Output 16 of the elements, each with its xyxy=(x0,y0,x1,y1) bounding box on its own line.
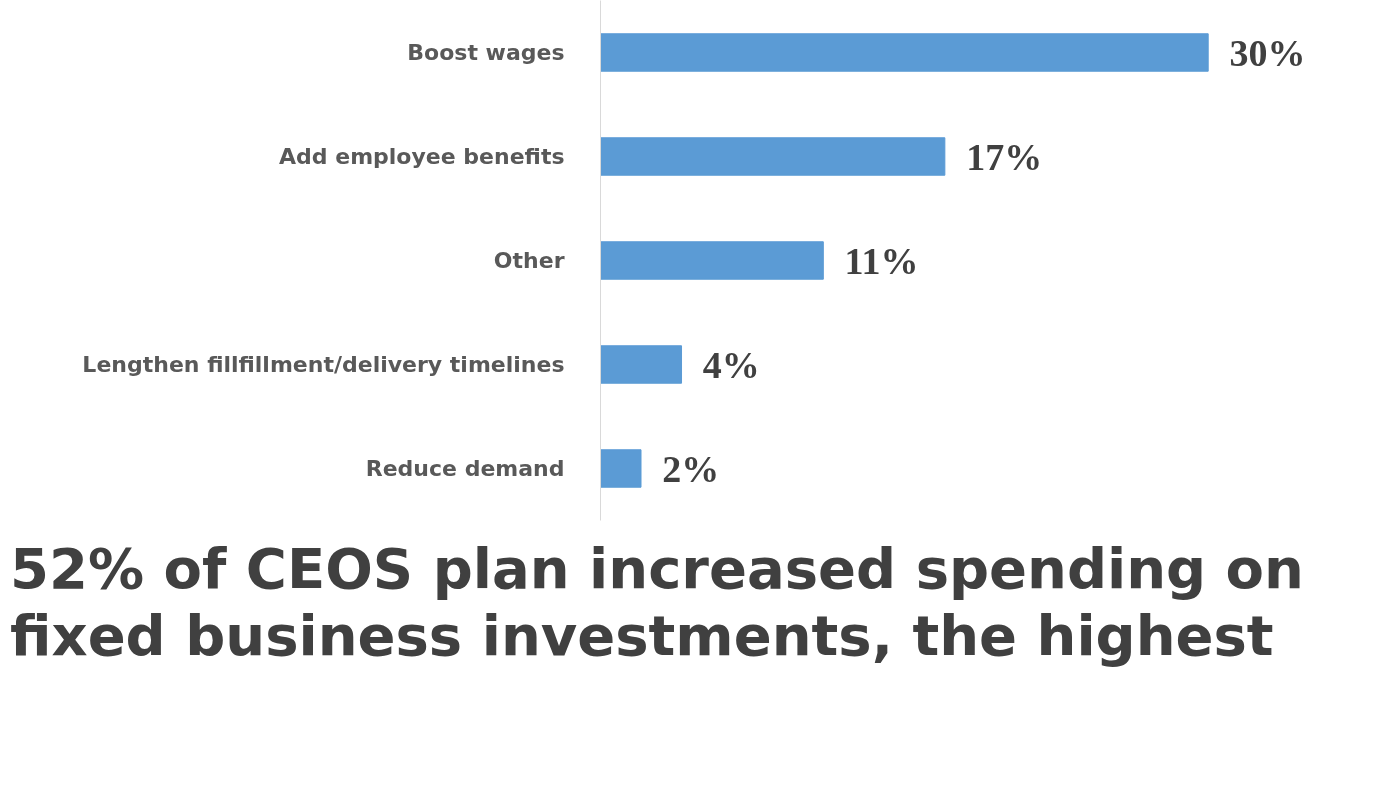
data-label: 30% xyxy=(1229,31,1306,74)
bar xyxy=(600,241,824,280)
y-tick-label: Lengthen fillfillment/delivery timelines xyxy=(82,352,565,377)
data-label: 2% xyxy=(662,447,720,490)
bar xyxy=(600,449,642,488)
y-tick-label: Add employee benefits xyxy=(279,144,565,169)
y-tick-label: Other xyxy=(493,248,565,273)
bar xyxy=(600,345,683,384)
data-label: 11% xyxy=(844,239,919,282)
data-label: 4% xyxy=(702,343,760,386)
bar xyxy=(600,33,1209,72)
data-label: 17% xyxy=(966,135,1043,178)
y-tick-label: Boost wages xyxy=(407,40,565,65)
text: 52% of CEOS plan increased spending on fixed business investments, the highest xyxy=(10,535,1305,670)
y-tick-label: Reduce demand xyxy=(365,456,565,481)
bar xyxy=(600,137,946,176)
